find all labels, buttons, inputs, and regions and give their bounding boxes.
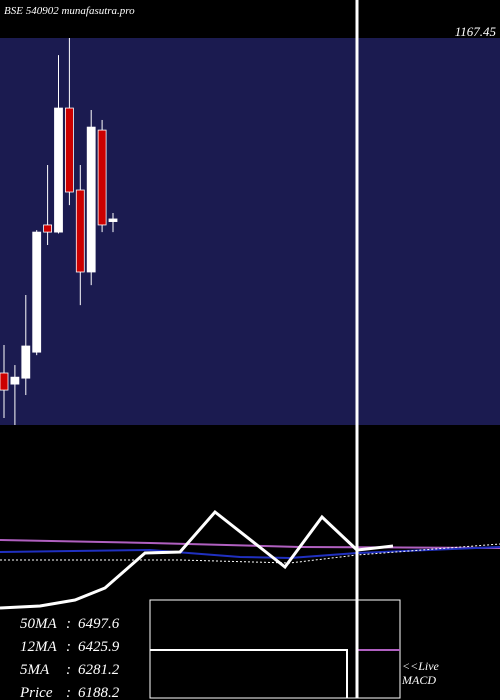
macd-label: MACD <box>401 673 436 687</box>
candle-body <box>86 126 96 273</box>
macd-hist <box>150 649 348 698</box>
separator: : <box>66 685 71 700</box>
price-panel <box>0 38 500 425</box>
candle-body <box>43 224 52 233</box>
candle-body <box>32 231 42 353</box>
candle-body <box>97 129 107 226</box>
ma-line <box>0 546 500 560</box>
candle-body <box>0 372 9 391</box>
indicator-name: 12MA <box>20 639 57 655</box>
separator: : <box>66 662 71 678</box>
indicator-name: 5MA <box>20 662 50 678</box>
indicator-name: Price <box>19 685 53 700</box>
indicator-value: 6188.2 <box>78 685 120 700</box>
candle-body <box>65 107 74 193</box>
candle-body <box>10 376 20 385</box>
indicator-name: 50MA <box>20 616 57 632</box>
candle-body <box>75 189 85 273</box>
separator: : <box>66 639 71 655</box>
indicator-value: 6425.9 <box>78 639 120 655</box>
indicator-value: 6281.2 <box>78 662 120 678</box>
live-label: <<Live <box>402 659 440 673</box>
chart-title: BSE 540902 munafasutra.pro <box>4 5 135 17</box>
indicator-value: 6497.6 <box>78 616 120 632</box>
macd-line <box>0 509 394 610</box>
candle-body <box>21 345 31 379</box>
ma-line <box>0 539 500 549</box>
separator: : <box>66 616 71 632</box>
signal-line <box>0 543 500 564</box>
candle-body <box>108 218 118 222</box>
candle-body <box>54 107 63 233</box>
price-tag: 1167.45 <box>455 24 497 39</box>
